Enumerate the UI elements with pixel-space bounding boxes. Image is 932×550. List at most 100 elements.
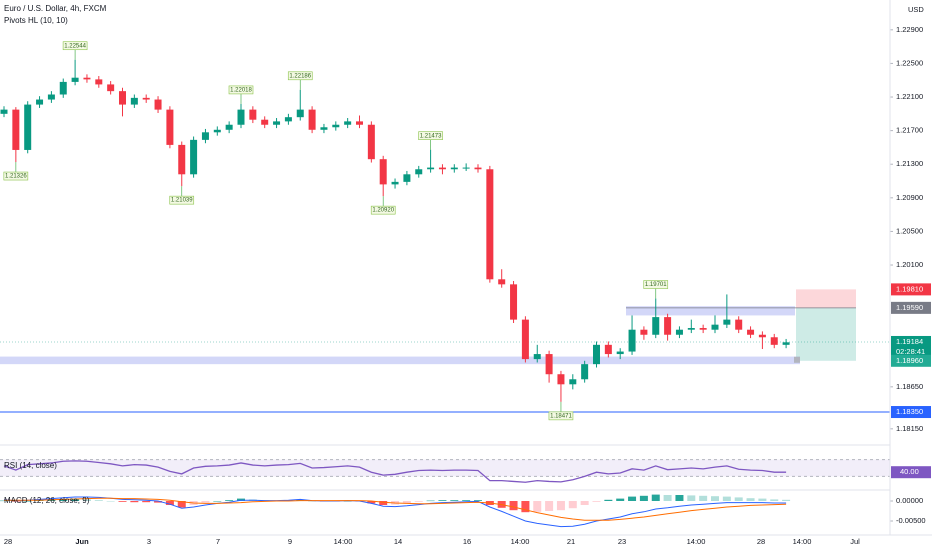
- candle-body: [723, 319, 731, 325]
- candle-body: [545, 354, 553, 375]
- candle-body: [95, 79, 103, 85]
- pivot-box: [62, 41, 88, 51]
- candle-body: [379, 159, 387, 185]
- candle-body: [474, 167, 482, 170]
- macd-histogram-bar: [82, 499, 91, 501]
- stop-zone: [796, 289, 856, 308]
- macd-histogram-bar: [177, 501, 186, 508]
- target-label-box: [891, 354, 931, 367]
- signal-line: [4, 497, 787, 521]
- candle-body: [557, 374, 565, 385]
- x-tick-label: 9: [288, 537, 292, 546]
- macd-histogram-bar: [213, 501, 222, 502]
- y-tick-label: 1.22900: [896, 25, 923, 34]
- support-label: 1.18350: [896, 407, 923, 416]
- target-label: 1.18960: [896, 356, 923, 365]
- candle-body: [486, 169, 494, 280]
- x-tick-label: 14:00: [511, 537, 530, 546]
- candle-body: [154, 99, 162, 110]
- y-tick-label: 1.21300: [896, 159, 923, 168]
- macd-histogram-bar: [47, 499, 56, 501]
- pivot-label: 1.20920: [372, 208, 394, 214]
- candle-body: [782, 342, 790, 345]
- last-price-label: 1.19184: [896, 337, 923, 346]
- x-tick-label: 28: [4, 537, 12, 546]
- x-tick-label: 14:00: [687, 537, 706, 546]
- candle-body: [71, 77, 79, 82]
- position-handle: [794, 356, 800, 363]
- candle-body: [119, 91, 126, 105]
- macd-y-tick-label: -0.00500: [896, 516, 926, 525]
- pivot-box: [370, 205, 396, 215]
- candle-body: [308, 109, 316, 130]
- macd-histogram-bar: [118, 501, 127, 502]
- pivot-box: [548, 411, 574, 421]
- candle-body: [190, 139, 198, 175]
- x-tick-label: 21: [567, 537, 575, 546]
- pivot-label: 1.18471: [550, 413, 572, 419]
- candle-body: [367, 124, 375, 160]
- candle-body: [593, 344, 600, 365]
- x-tick-label: Jul: [850, 537, 860, 546]
- candle-body: [332, 124, 340, 128]
- y-tick-label: 1.22500: [896, 58, 923, 67]
- candle-body: [225, 124, 233, 130]
- macd-histogram-bar: [94, 500, 103, 501]
- macd-histogram-bar: [722, 496, 731, 501]
- rsi-last-label: 40.00: [900, 467, 919, 476]
- candle-body: [415, 169, 423, 175]
- macd-histogram-bar: [165, 501, 174, 505]
- candle-body: [770, 337, 778, 345]
- candle-body: [213, 129, 221, 133]
- pivot-box: [169, 195, 195, 205]
- macd-histogram-bar: [521, 501, 530, 513]
- candle-body: [12, 109, 20, 150]
- macd-histogram-bar: [462, 500, 471, 501]
- pivot-box: [287, 71, 313, 81]
- candle-body: [687, 328, 695, 330]
- macd-histogram-bar: [616, 498, 625, 501]
- pivot-label: 1.21326: [5, 174, 27, 180]
- macd-histogram-bar: [734, 497, 743, 501]
- macd-histogram-bar: [142, 501, 151, 503]
- candle-body: [237, 109, 245, 125]
- candle-body: [24, 104, 32, 150]
- rsi-last-box: [891, 466, 931, 479]
- x-tick-label: 14:00: [793, 537, 812, 546]
- candle-body: [142, 97, 150, 100]
- target-zone: [796, 307, 856, 361]
- candle-body: [533, 354, 541, 360]
- candle-body: [675, 329, 683, 335]
- candle-body: [735, 319, 743, 330]
- macd-histogram-bar: [711, 496, 719, 501]
- candle-body: [438, 167, 446, 170]
- macd-histogram-bar: [23, 501, 32, 502]
- candle-body: [664, 317, 672, 335]
- macd-histogram-bar: [675, 495, 684, 501]
- macd-histogram-bar: [367, 501, 376, 504]
- candle-body: [59, 81, 67, 95]
- y-tick-label: 1.21700: [896, 126, 923, 135]
- y-tick-label: 1.20900: [896, 193, 923, 202]
- candle-body: [261, 119, 269, 125]
- x-tick-label: 7: [216, 537, 220, 546]
- macd-histogram-bar: [379, 501, 388, 505]
- macd-histogram-bar: [663, 495, 672, 501]
- macd-histogram-bar: [687, 495, 696, 501]
- macd-histogram-bar: [545, 501, 554, 511]
- candle-body: [403, 174, 411, 182]
- candle-body: [747, 329, 755, 335]
- x-tick-label: 23: [618, 537, 626, 546]
- macd-histogram-bar: [628, 496, 637, 501]
- candle-body: [510, 284, 518, 320]
- entry-label-box: [891, 301, 931, 314]
- y-tick-label: 1.22100: [896, 92, 923, 101]
- macd-histogram-bar: [639, 495, 648, 501]
- macd-line: [3, 496, 787, 528]
- pivot-label: 1.21473: [420, 133, 442, 139]
- candle-body: [284, 117, 292, 122]
- stop-label: 1.19810: [896, 284, 923, 293]
- candle-body: [296, 109, 304, 118]
- macd-histogram-bar: [604, 499, 613, 501]
